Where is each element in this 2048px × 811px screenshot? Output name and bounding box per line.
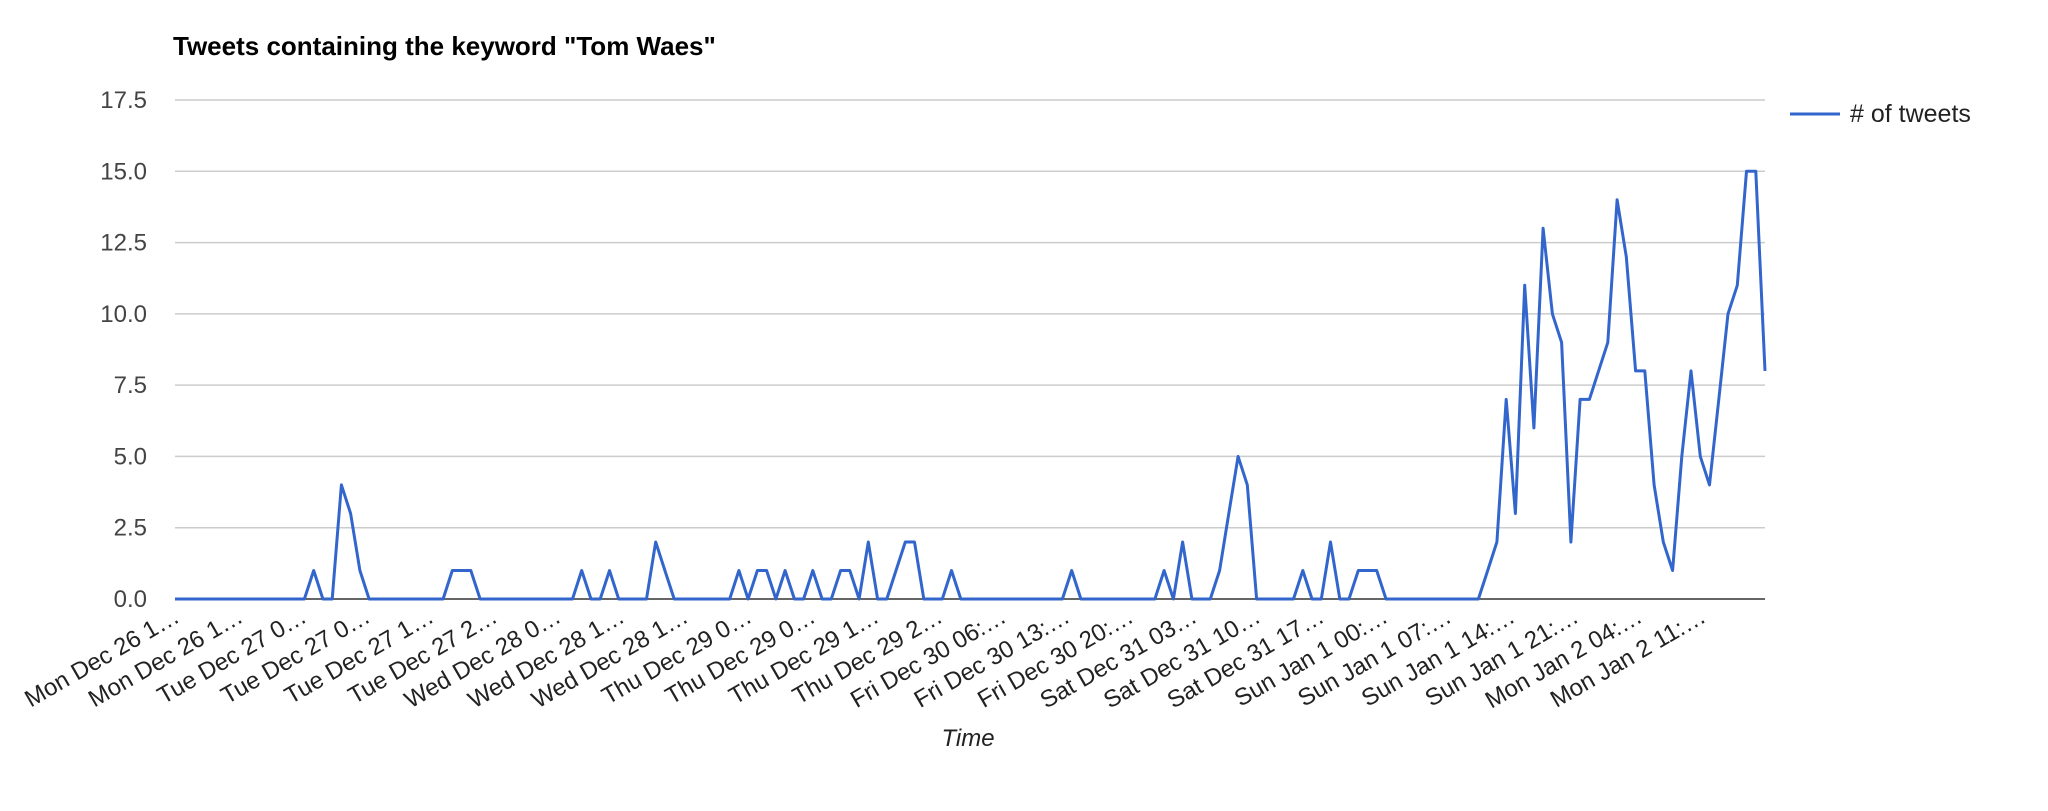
y-tick-label: 0.0 bbox=[114, 586, 147, 613]
y-axis-ticks: 0.0 2.5 5.0 7.5 10.0 12.5 15.0 17.5 bbox=[100, 87, 147, 613]
y-tick-label: 17.5 bbox=[100, 87, 147, 114]
series-layer bbox=[174, 169, 1767, 601]
gridlines bbox=[175, 99, 1765, 600]
y-tick-label: 2.5 bbox=[114, 515, 147, 542]
x-axis-ticks: Mon Dec 26 1…Mon Dec 26 1…Tue Dec 27 0…T… bbox=[20, 603, 1710, 714]
legend: # of tweets bbox=[1790, 100, 1971, 128]
legend-label: # of tweets bbox=[1850, 100, 1971, 128]
chart-title: Tweets containing the keyword "Tom Waes" bbox=[173, 31, 716, 61]
x-axis-label: Time bbox=[941, 725, 994, 752]
y-tick-label: 12.5 bbox=[100, 230, 147, 257]
y-tick-label: 5.0 bbox=[114, 443, 147, 470]
y-tick-label: 10.0 bbox=[100, 301, 147, 328]
y-tick-label: 15.0 bbox=[100, 158, 147, 185]
y-tick-label: 7.5 bbox=[114, 372, 147, 399]
